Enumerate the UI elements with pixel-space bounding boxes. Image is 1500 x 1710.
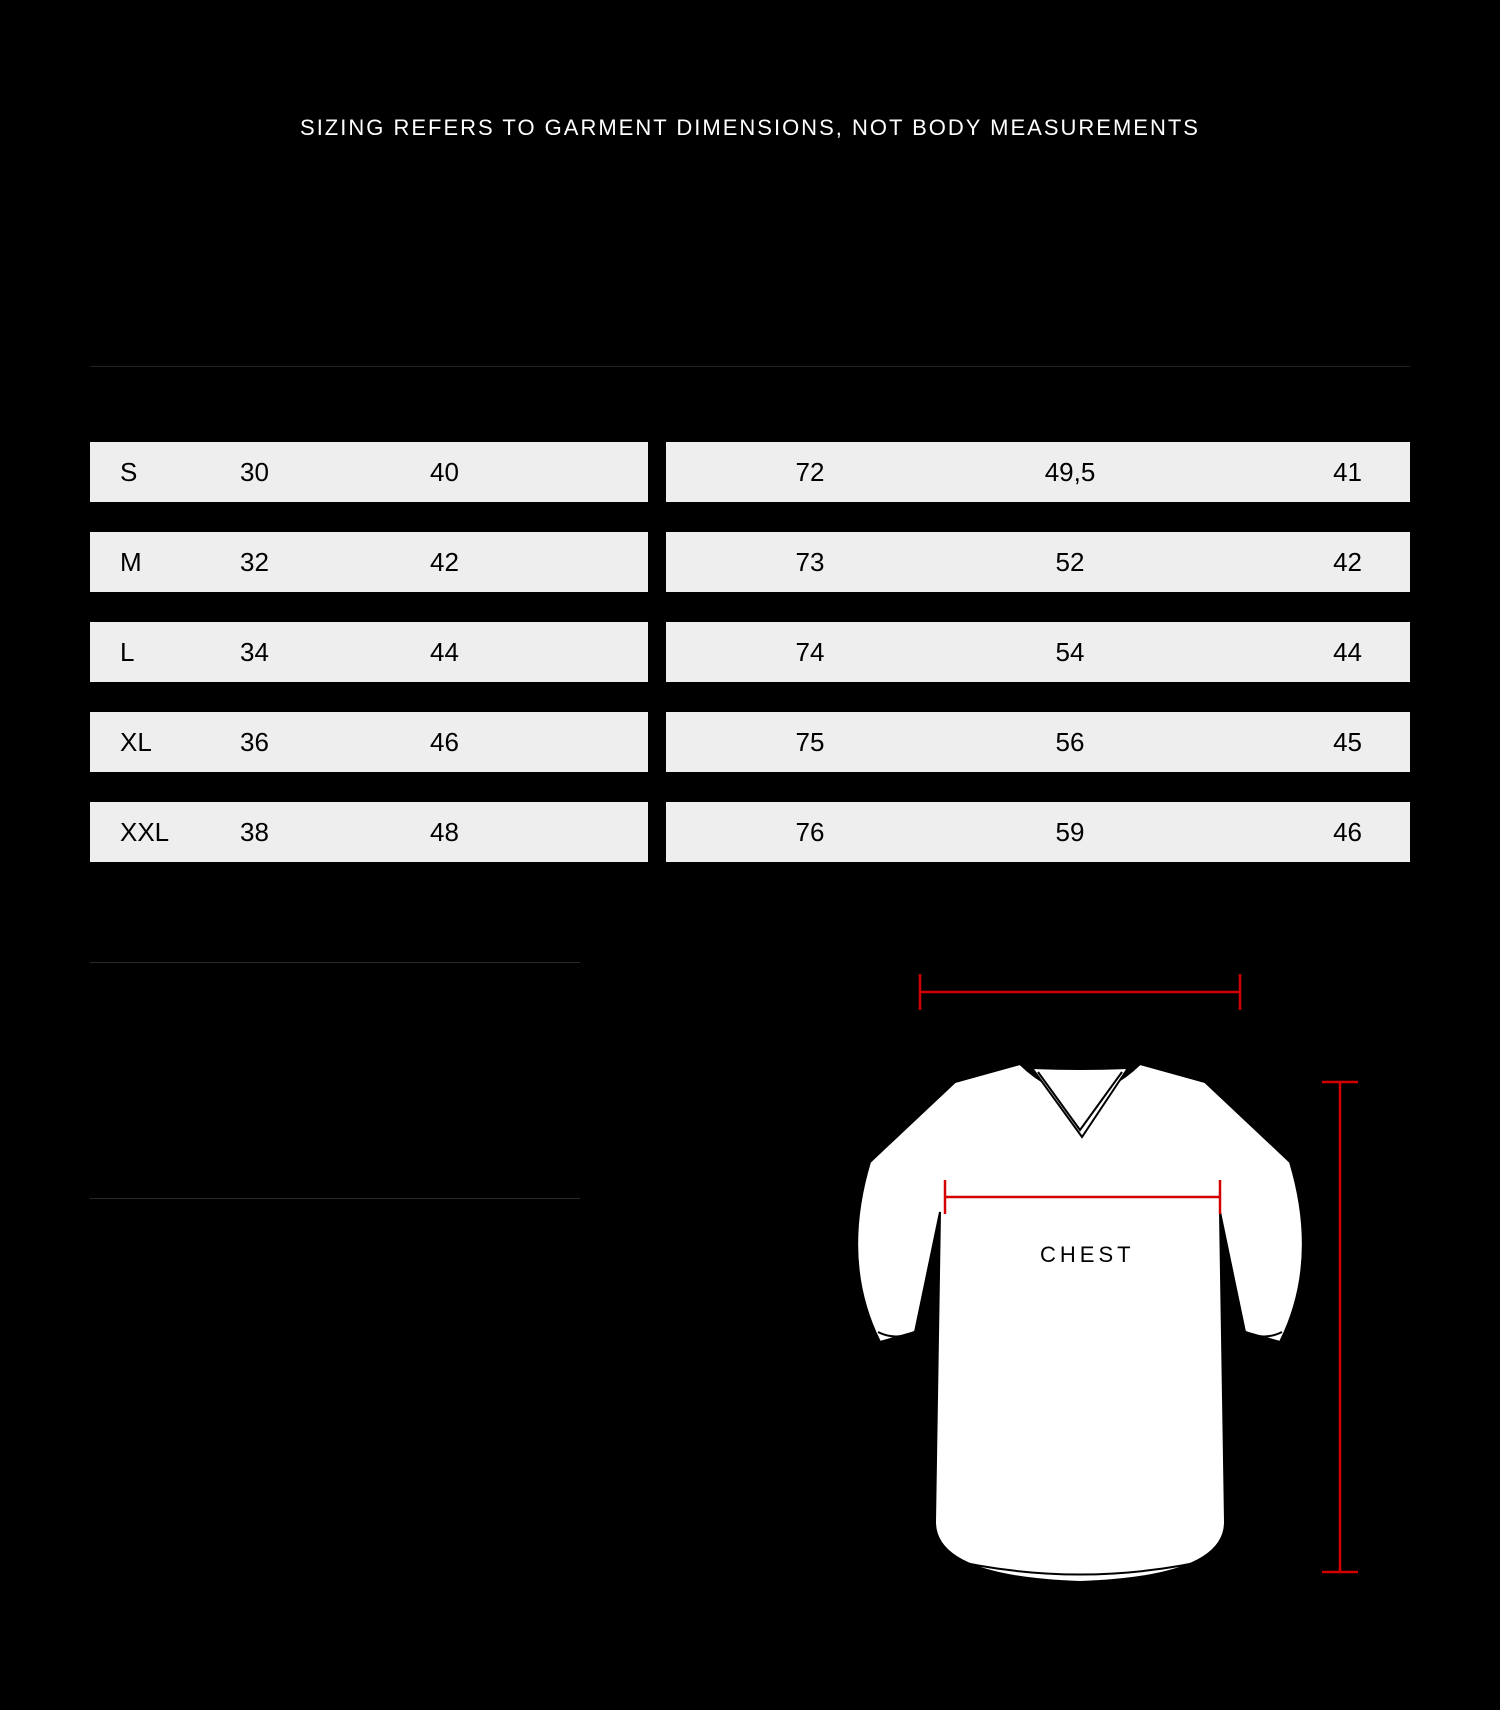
cell-a: 30	[240, 457, 430, 488]
rule-1	[90, 962, 580, 963]
lower-right: CHEST	[580, 962, 1410, 1199]
cell-size: XXL	[90, 817, 240, 848]
page: SIZING REFERS TO GARMENT DIMENSIONS, NOT…	[0, 0, 1500, 1710]
row-gap	[648, 532, 666, 592]
cell-c: 74	[680, 637, 940, 668]
shirt-svg	[780, 962, 1380, 1612]
row-gap	[648, 622, 666, 682]
table-row: S 30 40 72 49,5 41	[90, 442, 1410, 502]
heading: SIZING REFERS TO GARMENT DIMENSIONS, NOT…	[90, 0, 1410, 141]
row-gap	[648, 442, 666, 502]
lower-left	[90, 962, 580, 1199]
cell-b: 46	[430, 727, 680, 758]
rule-2	[90, 1198, 580, 1199]
cell-c: 75	[680, 727, 940, 758]
cell-size: S	[90, 457, 240, 488]
cell-c: 73	[680, 547, 940, 578]
cell-size: L	[90, 637, 240, 668]
cell-b: 48	[430, 817, 680, 848]
cell-a: 38	[240, 817, 430, 848]
cell-d: 54	[940, 637, 1200, 668]
size-table: S 30 40 72 49,5 41 M 32 42 73 52 42 L 34…	[90, 442, 1410, 862]
table-row: L 34 44 74 54 44	[90, 622, 1410, 682]
cell-size: XL	[90, 727, 240, 758]
table-row: XXL 38 48 76 59 46	[90, 802, 1410, 862]
cell-d: 59	[940, 817, 1200, 848]
cell-c: 72	[680, 457, 940, 488]
cell-e: 42	[1200, 547, 1410, 578]
cell-size: M	[90, 547, 240, 578]
top-rule	[90, 366, 1410, 367]
cell-d: 52	[940, 547, 1200, 578]
cell-b: 42	[430, 547, 680, 578]
lower-section: CHEST	[90, 962, 1410, 1199]
table-row: XL 36 46 75 56 45	[90, 712, 1410, 772]
cell-e: 46	[1200, 817, 1410, 848]
cell-d: 49,5	[940, 457, 1200, 488]
row-gap	[648, 802, 666, 862]
row-gap	[648, 712, 666, 772]
cell-b: 40	[430, 457, 680, 488]
table-row: M 32 42 73 52 42	[90, 532, 1410, 592]
cell-e: 41	[1200, 457, 1410, 488]
shirt-diagram: CHEST	[780, 962, 1380, 1612]
cell-a: 32	[240, 547, 430, 578]
cell-c: 76	[680, 817, 940, 848]
cell-a: 34	[240, 637, 430, 668]
cell-e: 44	[1200, 637, 1410, 668]
cell-a: 36	[240, 727, 430, 758]
cell-d: 56	[940, 727, 1200, 758]
cell-b: 44	[430, 637, 680, 668]
cell-e: 45	[1200, 727, 1410, 758]
chest-label: CHEST	[1040, 1242, 1135, 1268]
